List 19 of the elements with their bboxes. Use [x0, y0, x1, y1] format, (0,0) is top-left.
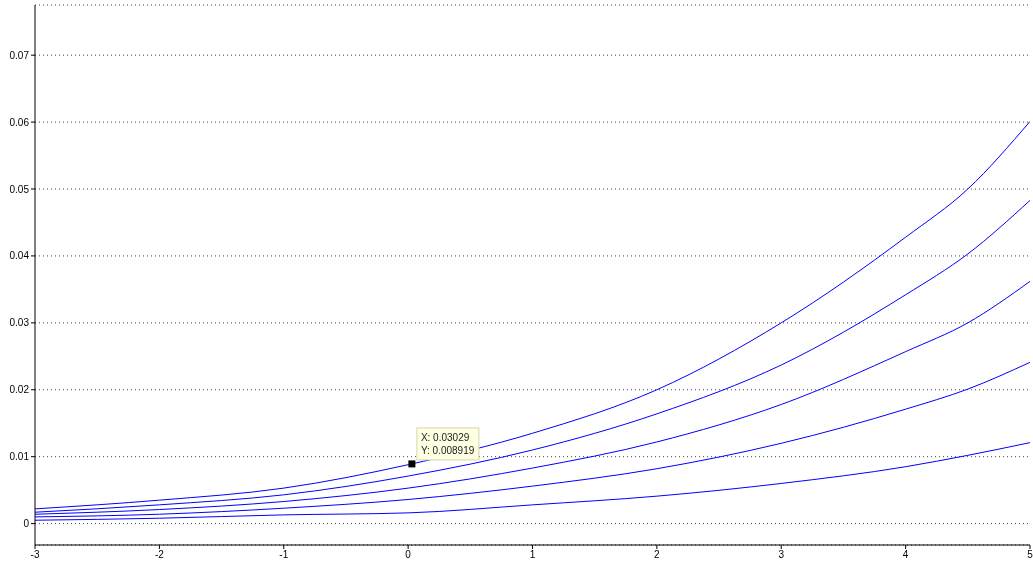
x-tick-label: 5 — [1027, 549, 1033, 561]
y-tick-label: 0.03 — [9, 317, 30, 329]
y-tick-label: 0.06 — [9, 116, 30, 128]
x-tick-label: 4 — [902, 549, 909, 561]
x-tick-label: 1 — [529, 549, 536, 561]
y-tick-label: 0 — [23, 518, 30, 530]
y-tick-label: 0.05 — [9, 183, 30, 195]
x-tick-label: 2 — [654, 549, 661, 561]
x-tick-label: 3 — [778, 549, 785, 561]
annotation: X: 0.03029 Y: 0.008919 — [420, 431, 475, 456]
y-tick-label: 0.07 — [9, 49, 30, 61]
x-tick-label: -1 — [279, 549, 289, 561]
x-tick-label: 0 — [405, 549, 412, 561]
line-series — [35, 442, 1030, 521]
y-tick-label: 0.04 — [9, 250, 30, 262]
x-tick-label: -3 — [30, 549, 40, 561]
x-tick-label: -2 — [154, 549, 165, 561]
y-tick-label: 0.02 — [9, 384, 30, 396]
y-tick-label: 0.01 — [9, 451, 30, 463]
